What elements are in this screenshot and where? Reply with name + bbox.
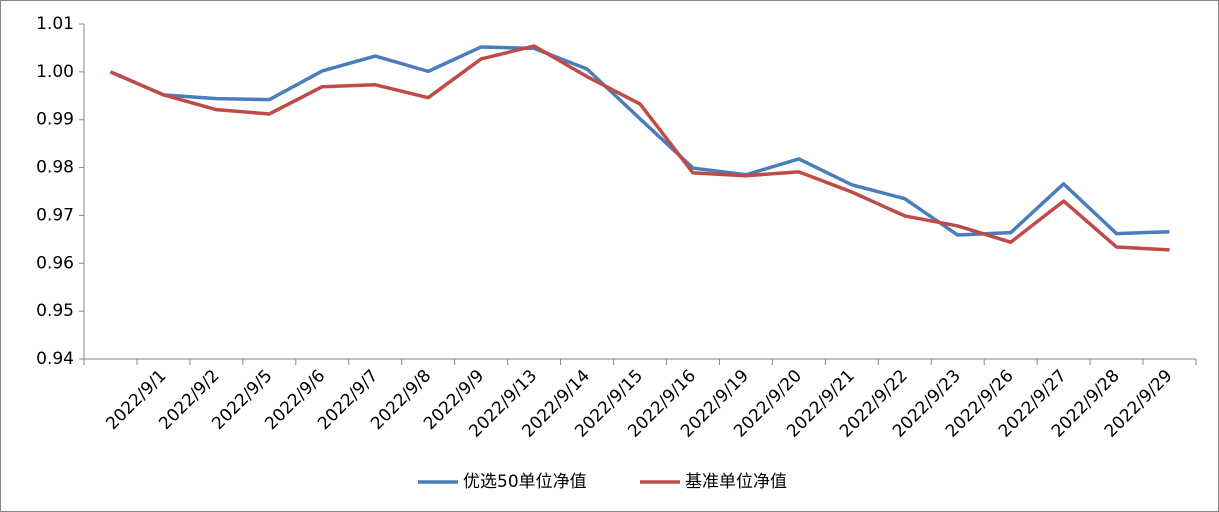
y-tick-label: 0.95 xyxy=(36,301,74,321)
y-tick-label: 0.96 xyxy=(36,253,74,273)
series-line xyxy=(109,44,1170,252)
y-tick-label: 1.01 xyxy=(36,14,74,34)
legend-label: 优选50单位净值 xyxy=(463,472,587,492)
y-tick-label: 0.99 xyxy=(36,110,74,130)
y-tick-label: 0.94 xyxy=(36,349,74,369)
series-line xyxy=(109,45,1170,237)
legend-label: 基准单位净值 xyxy=(685,472,787,492)
y-tick-label: 0.97 xyxy=(36,205,74,225)
y-tick-label: 1.00 xyxy=(36,62,74,82)
y-tick-label: 0.98 xyxy=(36,158,74,178)
